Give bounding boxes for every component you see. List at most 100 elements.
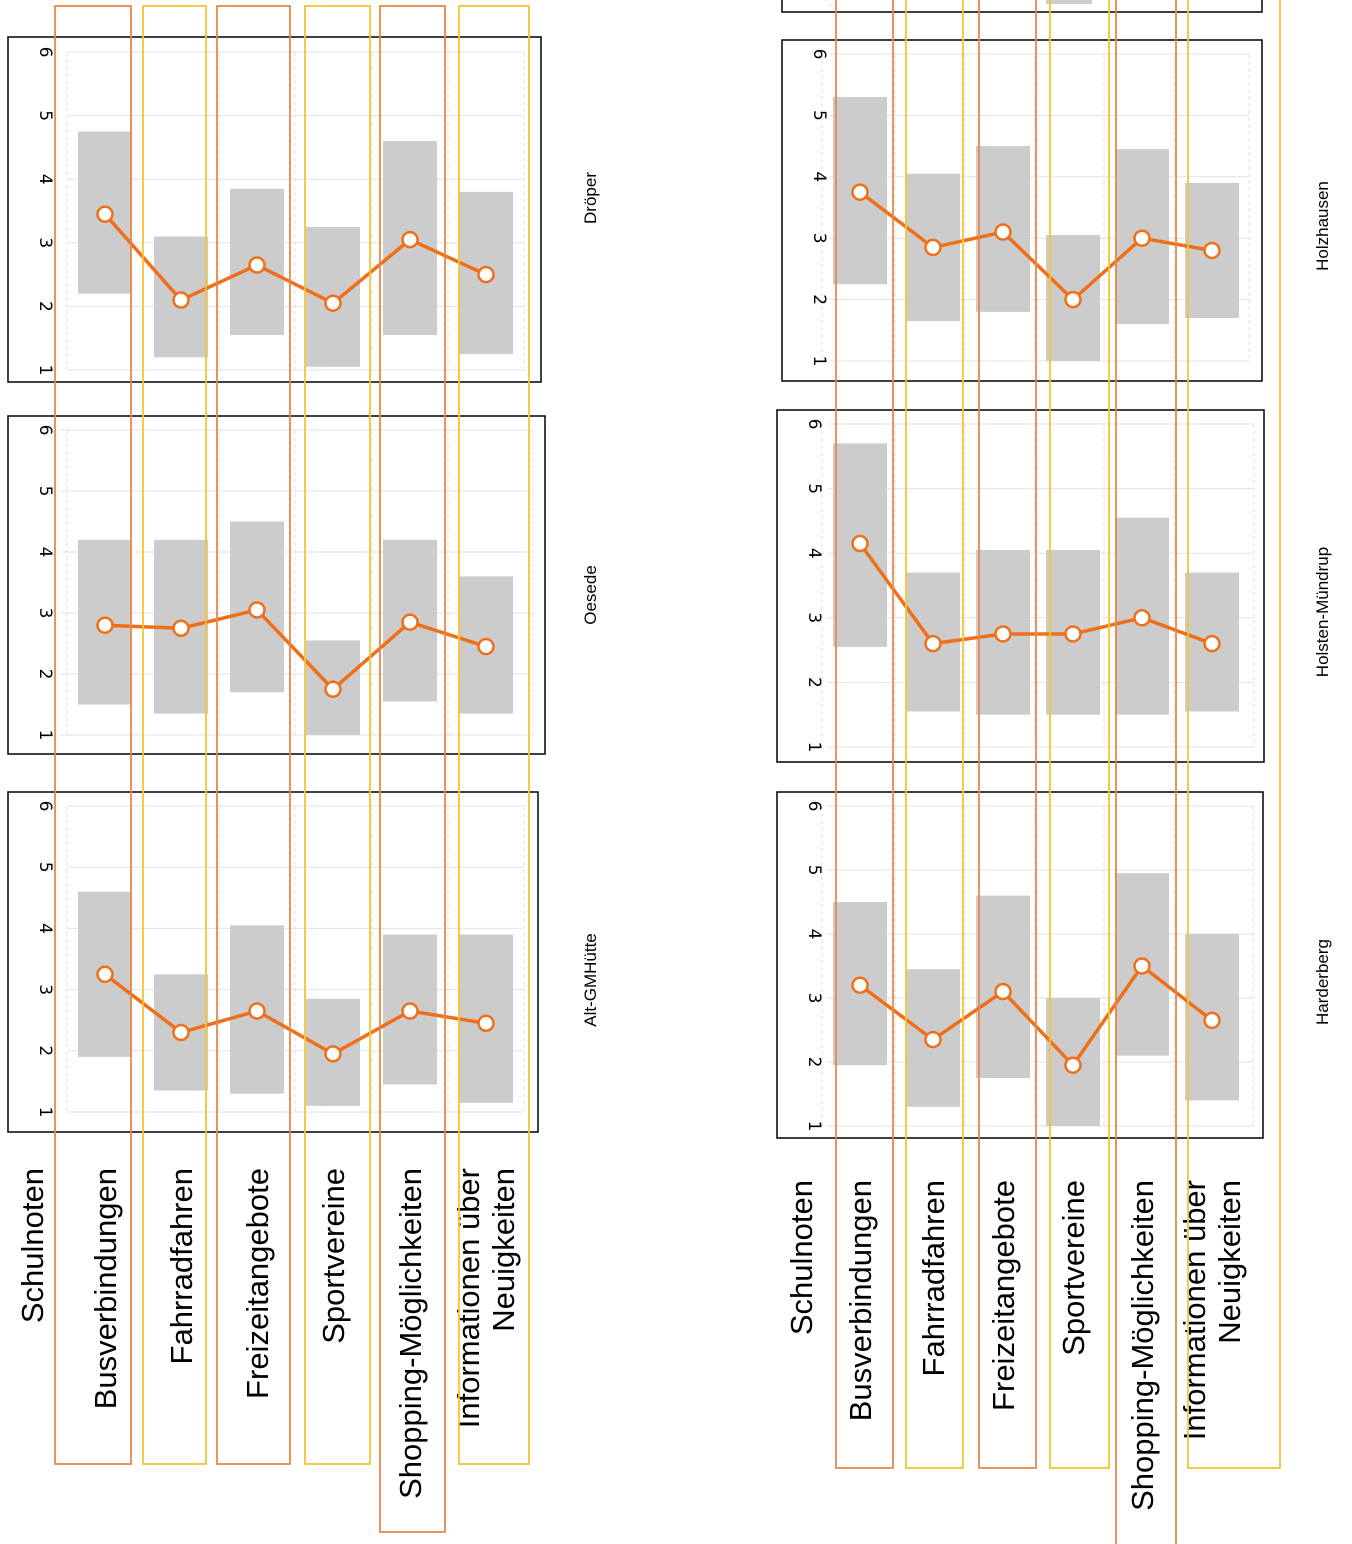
y-tick-label: 3: [809, 233, 829, 244]
grid: [821, 53, 1250, 362]
mean-point: [994, 982, 1012, 1001]
grid: [821, 423, 1255, 748]
y-tick-label: 1: [35, 1107, 55, 1118]
category-label: Sportvereine: [1056, 1180, 1091, 1356]
grid: [821, 805, 1254, 1127]
highlight-frame: [835, 0, 894, 1469]
mean-point: [1133, 609, 1151, 627]
mean-point: [994, 625, 1012, 643]
highlight-frame: [304, 5, 371, 1465]
category-label: Fahrradfahren: [916, 1180, 951, 1376]
mean-point: [924, 238, 942, 257]
panel-title: Harderberg: [1313, 939, 1332, 1025]
y-tick-label: 1: [804, 1121, 824, 1132]
highlight-frame: [1049, 0, 1110, 1469]
mean-point: [1064, 625, 1082, 643]
mean-point: [401, 1002, 419, 1020]
y-tick-label: 2: [35, 669, 55, 680]
y-tick-label: 5: [35, 110, 55, 121]
category-label: Busverbindungen: [88, 1168, 123, 1409]
mean-point: [172, 291, 190, 309]
y-tick-label: 3: [804, 993, 824, 1004]
mean-line: [858, 190, 1213, 302]
y-tick-label: 3: [35, 237, 55, 248]
highlight-frame: [978, 0, 1037, 1469]
category-label: Fahrradfahren: [164, 1168, 199, 1364]
header-label: Schulnoten: [15, 1168, 50, 1323]
chart-panel: 1 2 3 4 5 6: [781, 39, 1263, 382]
mean-point: [924, 1030, 942, 1049]
mean-point: [477, 1014, 495, 1033]
mean-point: [1203, 634, 1221, 653]
y-tick-label: 1: [35, 365, 55, 376]
y-tick-label: 2: [809, 294, 829, 305]
chart-panel: 1 2 3 4 5 6: [7, 415, 546, 755]
highlight-frame: [54, 5, 132, 1465]
mean-point: [172, 619, 190, 637]
highlight-frame: [142, 5, 207, 1465]
category-label: Shopping-Möglichkeiten: [1125, 1180, 1160, 1511]
y-tick-label: 4: [35, 923, 55, 934]
highlight-frame: [1187, 0, 1281, 1469]
mean-point: [1133, 957, 1151, 975]
mean-point: [851, 976, 869, 994]
mean-point: [1064, 290, 1082, 309]
mean-point: [924, 634, 942, 653]
category-label: Neuigkeiten: [486, 1168, 521, 1332]
y-tick-label: 3: [35, 984, 55, 995]
mean-point: [401, 613, 419, 631]
y-tick-label: 6: [35, 47, 55, 58]
y-tick-label: 4: [35, 547, 55, 558]
y-tick-label: 6: [35, 425, 55, 436]
mean-point: [1203, 241, 1221, 260]
mean-point: [172, 1023, 190, 1042]
panel-title: Oesede: [581, 565, 600, 625]
mean-point: [96, 616, 114, 634]
highlight-frame: [379, 5, 446, 1533]
mean-point: [248, 601, 266, 619]
mean-point: [1203, 1011, 1221, 1030]
y-tick-label: 6: [809, 49, 829, 60]
mean-line: [858, 542, 1213, 646]
mean-point: [994, 223, 1012, 241]
y-tick-label: 5: [804, 483, 824, 494]
mean-point: [401, 230, 419, 249]
category-label: Freizeitangebote: [240, 1168, 275, 1399]
cut-off-panel-edge: [781, 0, 1263, 13]
mean-point: [1064, 1056, 1082, 1074]
mean-point: [324, 1045, 342, 1063]
mean-point: [324, 680, 342, 698]
y-tick-label: 5: [804, 865, 824, 876]
y-tick-label: 6: [804, 419, 824, 430]
category-label: Neuigkeiten: [1212, 1180, 1247, 1344]
y-tick-label: 5: [809, 110, 829, 121]
y-tick-label: 4: [804, 929, 824, 940]
mean-point: [1133, 229, 1151, 247]
mean-point: [324, 294, 342, 312]
y-tick-label: 6: [35, 801, 55, 812]
y-tick-label: 2: [35, 1045, 55, 1056]
mean-point: [477, 265, 495, 284]
category-label: Informationen über: [1177, 1180, 1212, 1440]
category-label: Busverbindungen: [843, 1180, 878, 1421]
y-tick-label: 2: [35, 301, 55, 312]
y-tick-label: 2: [804, 1057, 824, 1068]
chart-panel: 1 2 3 4 5 6: [7, 791, 539, 1133]
category-label: Freizeitangebote: [986, 1180, 1021, 1411]
panel-title: Alt-GMHütte: [581, 933, 600, 1027]
y-tick-label: 1: [809, 356, 829, 367]
mean-point: [851, 183, 869, 201]
y-tick-label: 1: [35, 730, 55, 741]
chart-panel: 1 2 3 4 5 6: [7, 36, 542, 383]
grid: [60, 429, 534, 736]
y-tick-label: 3: [35, 608, 55, 619]
grid: [66, 805, 525, 1113]
mean-point: [96, 205, 114, 223]
mean-point: [248, 1002, 266, 1020]
mean-point: [248, 256, 266, 274]
mean-line: [104, 608, 487, 691]
y-tick-label: 6: [804, 801, 824, 812]
highlight-frame: [216, 5, 291, 1465]
highlight-frame: [905, 0, 964, 1469]
